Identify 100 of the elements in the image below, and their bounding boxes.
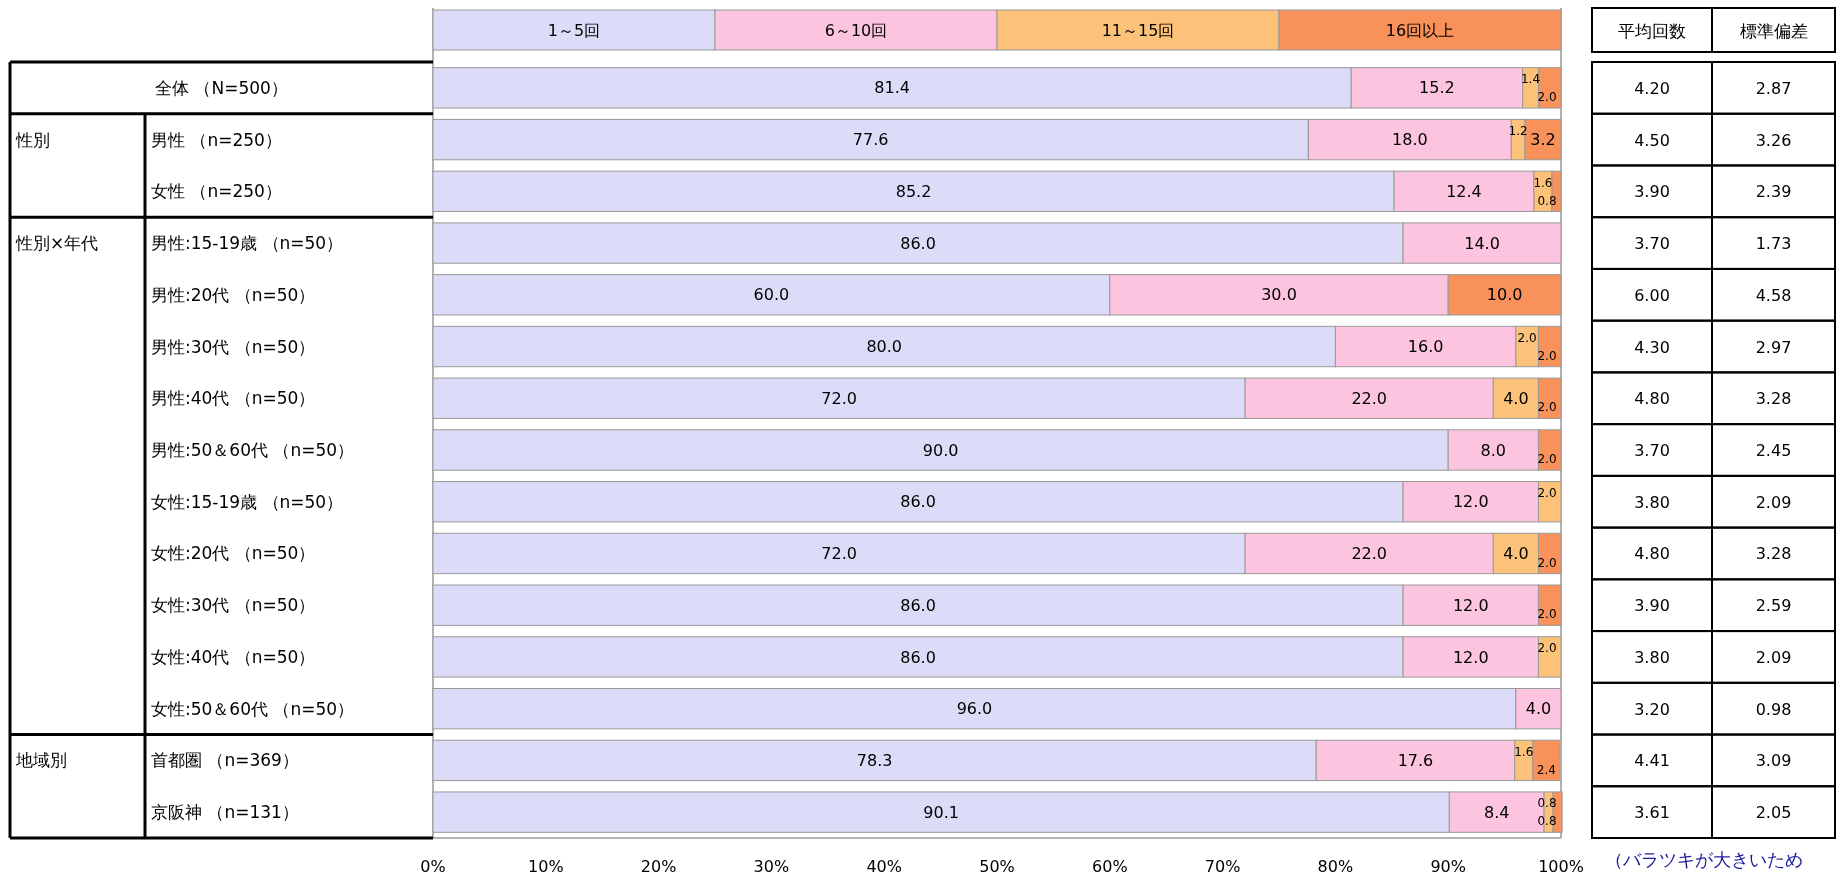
text: 4.80 bbox=[1634, 389, 1670, 409]
text: 1.73 bbox=[1755, 234, 1792, 254]
data-label: 2.0 bbox=[1537, 485, 1557, 500]
data-label: 17.6 bbox=[1397, 751, 1434, 770]
text: 0.98 bbox=[1755, 699, 1792, 719]
text: 6.00 bbox=[1634, 285, 1670, 305]
category-label: 標準偏差 bbox=[1739, 21, 1808, 41]
data-label: 8.0 bbox=[1480, 440, 1507, 460]
data-label: 78.3 bbox=[856, 751, 893, 770]
y-tick-label: 男性 （n=250） bbox=[151, 129, 282, 150]
data-label: 4.0 bbox=[1503, 388, 1529, 408]
x-tick-label: 10% bbox=[528, 857, 564, 876]
text: 3.90 bbox=[1634, 182, 1670, 202]
data-label: 2.0 bbox=[1537, 400, 1557, 415]
text: 2.59 bbox=[1755, 596, 1792, 616]
data-label: 72.0 bbox=[821, 544, 857, 564]
data-label: 0.8 bbox=[1537, 796, 1557, 811]
data-label: 2.0 bbox=[1537, 641, 1557, 656]
y-tick-label: 首都圏 （n=369） bbox=[151, 750, 299, 771]
text: 3.70 bbox=[1634, 234, 1670, 254]
text: 3.61 bbox=[1634, 803, 1670, 823]
y-tick-label: 女性:20代 （n=50） bbox=[151, 543, 316, 564]
data-label: 18.0 bbox=[1392, 130, 1428, 150]
text: 3.80 bbox=[1634, 647, 1670, 667]
x-tick-label: 100% bbox=[1538, 857, 1584, 876]
data-label: 4.0 bbox=[1525, 699, 1552, 719]
x-tick-label: 40% bbox=[866, 857, 902, 876]
data-label: 1.6 bbox=[1533, 175, 1553, 190]
text: 3.28 bbox=[1755, 544, 1792, 564]
text: 11～15回 bbox=[1101, 21, 1175, 40]
text: 2.97 bbox=[1755, 337, 1792, 357]
y-tick-label: 男性:50＆60代 （n=50） bbox=[151, 440, 355, 460]
data-label: 0.8 bbox=[1537, 814, 1557, 829]
x-tick-label: 60% bbox=[1092, 857, 1128, 876]
y-tick-label: 女性:50＆60代 （n=50） bbox=[151, 698, 355, 719]
text: 2.39 bbox=[1755, 182, 1792, 202]
text: 地域別 bbox=[15, 750, 67, 771]
data-label: 1.2 bbox=[1508, 123, 1528, 138]
text: 性別×年代 bbox=[15, 233, 99, 254]
y-tick-label: 女性:40代 （n=50） bbox=[151, 646, 316, 667]
data-label: 2.0 bbox=[1537, 452, 1557, 467]
x-tick-label: 30% bbox=[753, 857, 790, 876]
data-label: 2.0 bbox=[1537, 90, 1557, 105]
data-label: 81.4 bbox=[874, 78, 910, 98]
y-tick-label: 男性:20代 （n=50） bbox=[151, 284, 316, 305]
data-label: 22.0 bbox=[1351, 388, 1388, 408]
text: 4.50 bbox=[1634, 130, 1670, 150]
data-label: 3.2 bbox=[1530, 130, 1556, 150]
y-tick-label: 女性 （n=250） bbox=[151, 181, 282, 202]
text: 3.90 bbox=[1634, 596, 1670, 616]
text: 3.09 bbox=[1755, 751, 1792, 771]
data-label: 4.0 bbox=[1503, 544, 1529, 564]
text: 3.80 bbox=[1634, 492, 1670, 512]
data-label: 22.0 bbox=[1351, 544, 1388, 564]
text: 3.20 bbox=[1634, 699, 1670, 719]
data-label: 15.2 bbox=[1419, 78, 1455, 98]
text: 3.26 bbox=[1755, 130, 1792, 150]
data-label: 85.2 bbox=[895, 181, 932, 201]
text: 4.20 bbox=[1634, 78, 1670, 98]
data-label: 96.0 bbox=[956, 699, 993, 719]
data-label: 12.0 bbox=[1452, 595, 1489, 615]
data-label: 2.0 bbox=[1537, 348, 1557, 363]
text: 2.09 bbox=[1755, 492, 1792, 512]
x-tick-label: 0% bbox=[420, 857, 446, 876]
data-label: 86.0 bbox=[900, 233, 936, 253]
category-label: 平均回数 bbox=[1618, 21, 1686, 41]
data-label: 12.0 bbox=[1452, 492, 1489, 512]
data-label: 0.8 bbox=[1537, 193, 1557, 208]
y-tick-label: 男性:30代 （n=50） bbox=[151, 336, 316, 357]
text: 4.80 bbox=[1634, 544, 1670, 564]
data-label: 2.0 bbox=[1517, 330, 1537, 345]
y-tick-label: 男性:40代 （n=50） bbox=[151, 388, 316, 409]
text: （バラツキが大きいため bbox=[1605, 849, 1803, 870]
data-label: 30.0 bbox=[1261, 285, 1297, 305]
y-tick-label: 女性:15-19歳 （n=50） bbox=[151, 491, 344, 512]
y-tick-label: 京阪神 （n=131） bbox=[151, 802, 299, 823]
x-tick-label: 80% bbox=[1317, 857, 1354, 876]
data-label: 14.0 bbox=[1464, 233, 1500, 253]
data-label: 16.0 bbox=[1407, 337, 1444, 357]
data-label: 77.6 bbox=[852, 130, 889, 150]
text: 性別 bbox=[15, 129, 50, 150]
text: 2.45 bbox=[1755, 441, 1792, 460]
y-tick-label: 全体 （N=500） bbox=[155, 77, 288, 98]
text: 3.70 bbox=[1634, 441, 1670, 460]
text: 2.87 bbox=[1755, 78, 1792, 98]
data-label: 8.4 bbox=[1483, 802, 1510, 822]
data-label: 12.4 bbox=[1446, 181, 1482, 201]
data-label: 72.0 bbox=[821, 388, 857, 408]
data-label: 2.4 bbox=[1536, 762, 1556, 777]
text: 2.09 bbox=[1755, 647, 1792, 667]
text: 4.41 bbox=[1634, 751, 1670, 771]
data-label: 80.0 bbox=[866, 337, 903, 357]
data-label: 90.0 bbox=[922, 440, 959, 460]
y-tick-label: 女性:30代 （n=50） bbox=[151, 595, 316, 616]
data-label: 2.0 bbox=[1537, 555, 1557, 570]
data-label: 1.4 bbox=[1521, 72, 1541, 87]
y-tick-label: 男性:15-19歳 （n=50） bbox=[151, 233, 344, 254]
text: 16回以上 bbox=[1385, 21, 1455, 40]
x-tick-label: 90% bbox=[1430, 857, 1466, 876]
data-label: 1.6 bbox=[1514, 744, 1534, 759]
